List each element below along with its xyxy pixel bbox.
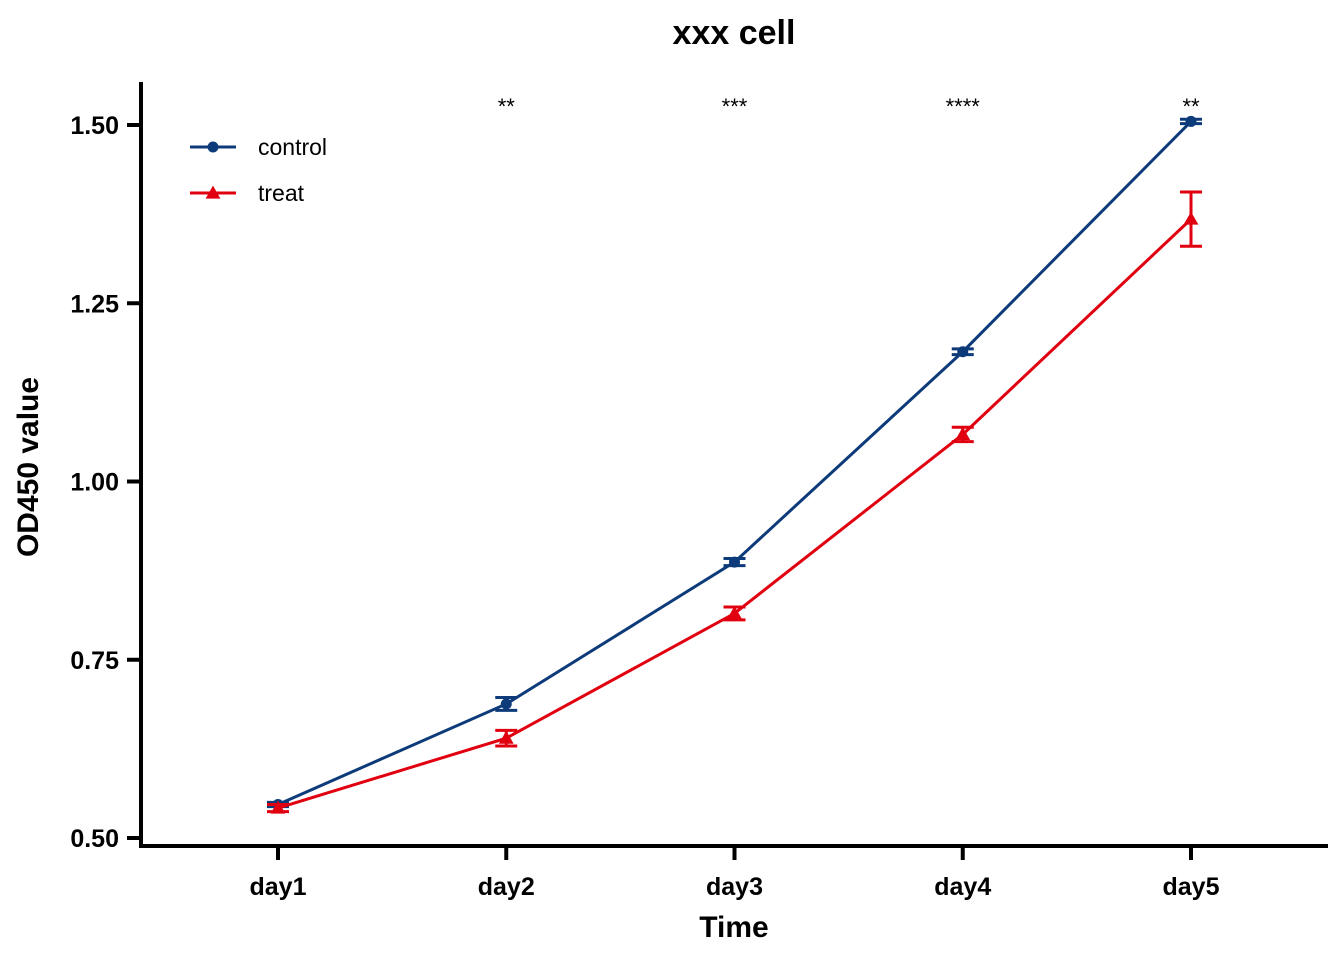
series-line	[277, 120, 1193, 806]
chart-title: xxx cell	[673, 14, 796, 52]
data-point-triangle	[498, 730, 514, 744]
data-point-circle	[1185, 115, 1197, 127]
x-tick-label: day5	[1163, 873, 1220, 901]
y-tick-label: 0.50	[70, 825, 119, 853]
data-point-triangle	[727, 605, 742, 619]
series-layer	[267, 115, 1202, 814]
y-tick-label: 1.50	[70, 112, 119, 140]
y-tick-label: 0.75	[70, 647, 119, 675]
series-treat	[267, 190, 1202, 814]
data-point-triangle	[955, 427, 971, 441]
legend-label: treat	[258, 180, 305, 206]
significance-label: ****	[946, 94, 981, 119]
significance-label: **	[1182, 94, 1200, 119]
legend: control treat	[190, 134, 327, 206]
legend-item-treat: treat	[190, 180, 305, 206]
data-point-circle	[957, 346, 969, 358]
x-tick-label: day1	[250, 873, 307, 901]
x-tick-label: day2	[478, 873, 535, 901]
data-point-triangle	[270, 800, 286, 814]
significance-label: **	[498, 94, 516, 119]
data-point-triangle	[205, 185, 221, 199]
data-point-circle	[500, 698, 512, 710]
y-axis-label: OD450 value	[12, 377, 45, 557]
data-point-triangle	[1183, 211, 1199, 225]
significance-label: ***	[722, 94, 748, 119]
legend-item-control: control	[190, 134, 327, 160]
x-tick-label: day4	[934, 873, 991, 901]
significance-annotations: ** *** **** **	[498, 94, 1200, 119]
y-tick-label: 1.00	[70, 469, 119, 497]
data-point-circle	[729, 556, 740, 568]
legend-label: control	[258, 134, 327, 160]
series-control	[267, 115, 1202, 810]
data-point-circle	[207, 141, 219, 153]
x-tick-label: day3	[706, 873, 763, 901]
series-line	[277, 218, 1193, 810]
y-tick-label: 1.25	[70, 290, 119, 318]
axes: 0.50 0.75 1.00 1.25 1.50 day1 day2 day3 day4 day5	[70, 82, 1328, 901]
x-axis-label: Time	[699, 911, 768, 944]
